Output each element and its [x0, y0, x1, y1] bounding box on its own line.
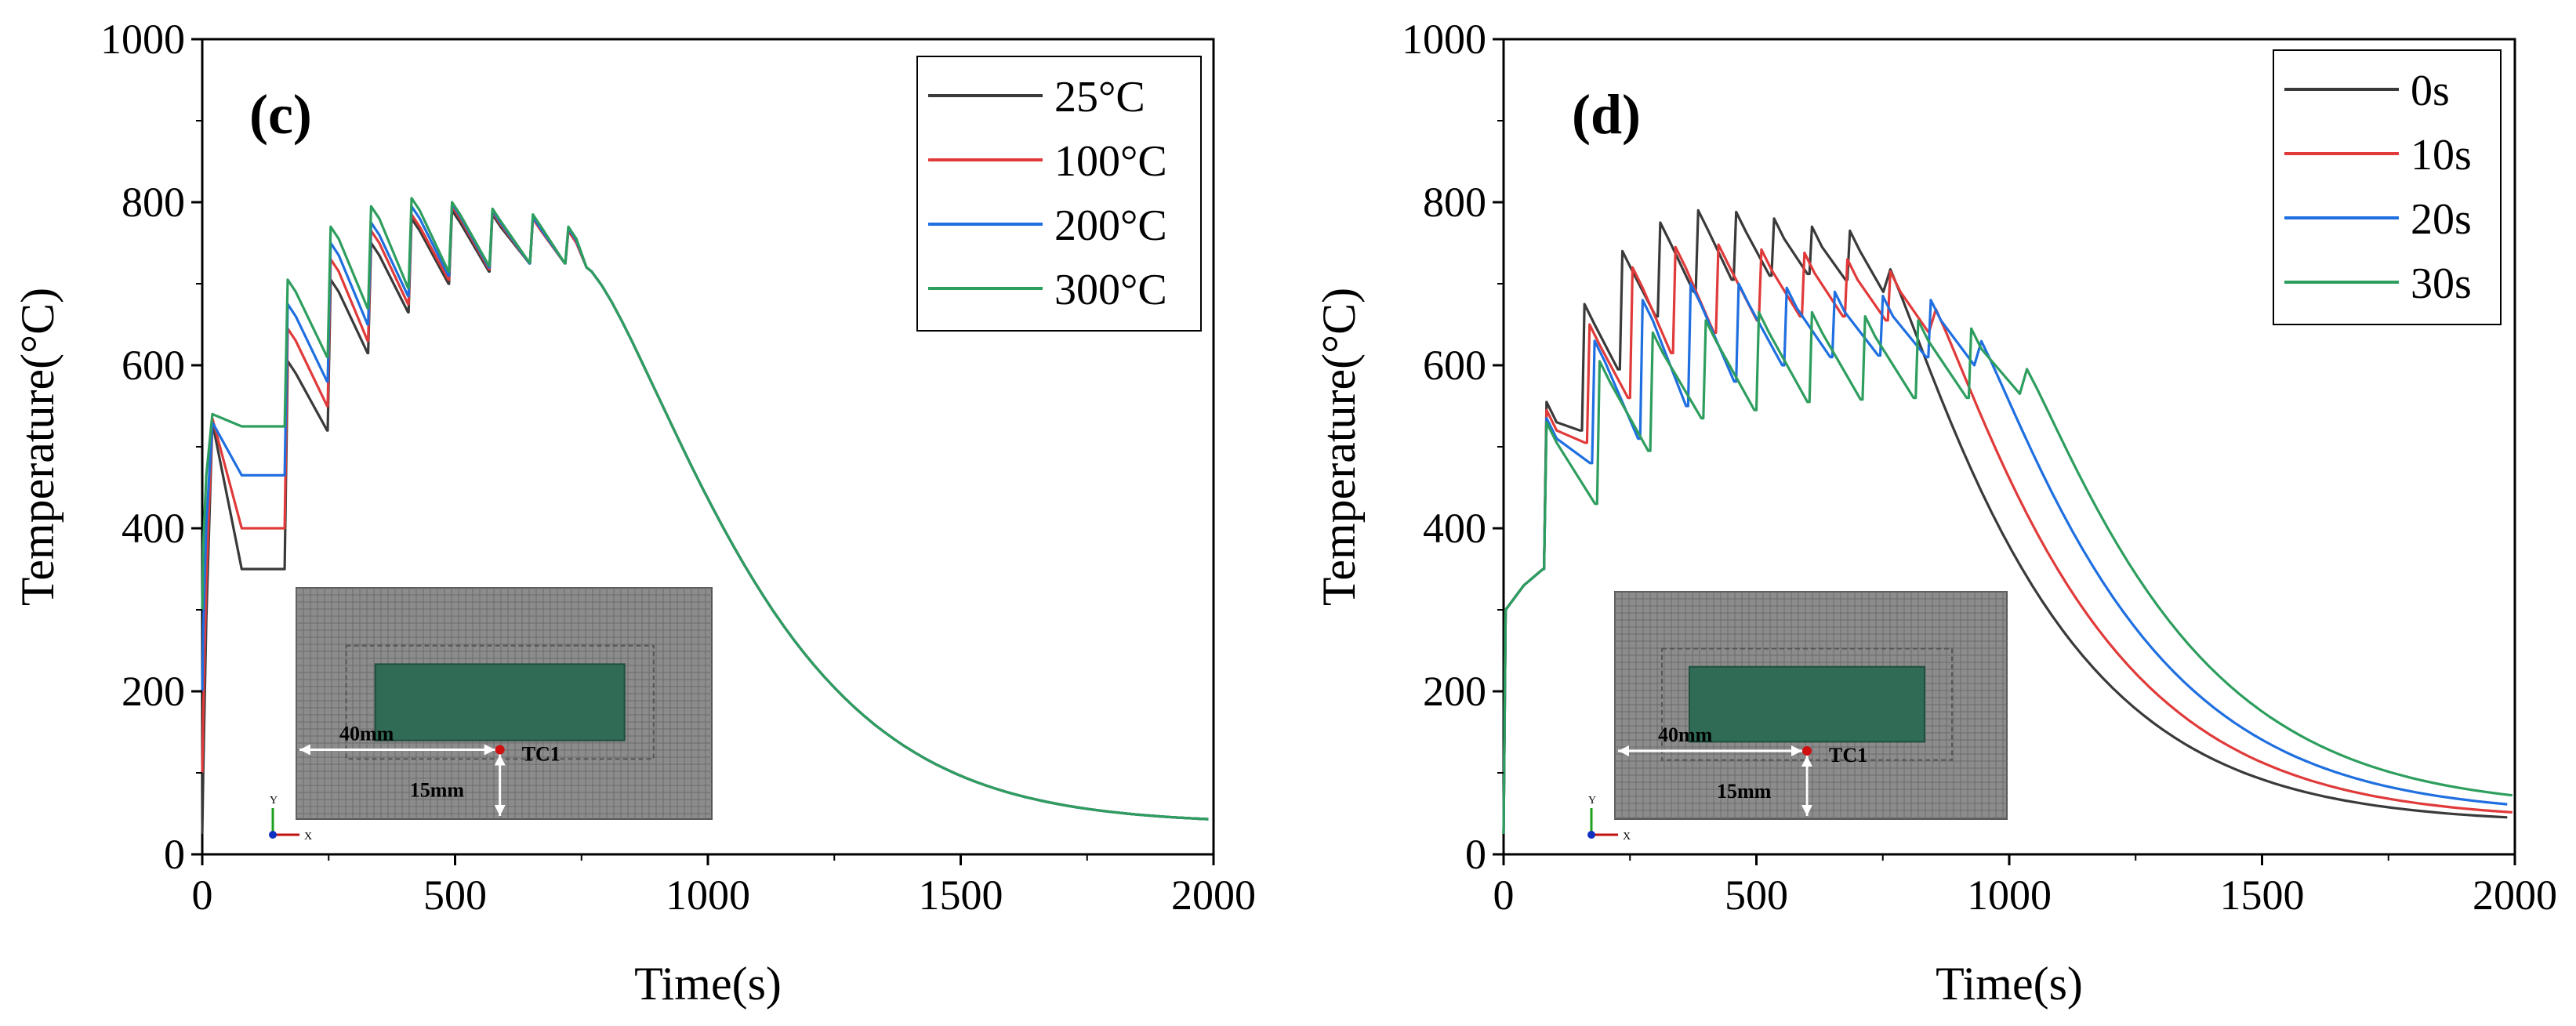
axis-origin-icon [1587, 831, 1595, 839]
series-line-1 [1502, 243, 2513, 835]
inset-dashed-outline [1661, 647, 1953, 761]
inset-label-15mm: 15mm [1717, 780, 1772, 803]
y-axis-title-c: Temperature(°C) [12, 288, 63, 606]
y-tick-label-1: 200 [122, 668, 185, 715]
x-axis-title-d: Time(s) [1936, 958, 2083, 1010]
inset-axis-y-label: Y [270, 795, 278, 807]
x-tick-label-4: 2000 [1171, 872, 1256, 919]
legend-box [916, 56, 1202, 332]
x-tick-label-2: 1000 [1967, 872, 2052, 919]
legend-label-0: 25°C [1054, 73, 1145, 121]
y-tick-label-4: 800 [1423, 179, 1486, 226]
legend-label-1: 100°C [1054, 137, 1167, 186]
y-tick-label-2: 400 [1423, 505, 1486, 552]
panel-label-c: (c) [249, 83, 312, 146]
inset-label-40mm: 40mm [339, 723, 394, 745]
arrow-head-icon [494, 754, 506, 766]
x-axis-title-c: Time(s) [634, 958, 782, 1010]
inset-mesh-background [1614, 591, 2008, 820]
y-tick-label-5: 1000 [1402, 16, 1486, 63]
inset-mesh-d: 40mm 15mm TC1 Y X [1587, 591, 2008, 843]
legend-c: 25°C 100°C 200°C 300°C [916, 56, 1202, 332]
series-lines-d [1502, 208, 2513, 835]
axis-ticks-c: 0 500 1000 1500 2000 0 200 400 600 800 1000 [100, 16, 1256, 919]
legend-label-3: 300°C [1054, 266, 1167, 314]
arrow-head-icon [1618, 745, 1629, 756]
inset-label-tc1: TC1 [522, 743, 561, 766]
inset-label-tc1: TC1 [1829, 744, 1867, 767]
y-tick-label-3: 600 [122, 342, 185, 389]
y-tick-label-5: 1000 [100, 16, 185, 63]
legend-d: 0s 10s 20s 30s [2273, 49, 2502, 325]
arrow-head-icon [484, 744, 495, 756]
tc1-marker [495, 745, 505, 755]
x-tick-label-1: 500 [1725, 872, 1788, 919]
series-line-3 [1502, 310, 2513, 835]
axis-ticks-d: 0 500 1000 1500 2000 0 200 400 600 800 1000 [1402, 16, 2557, 919]
inset-mesh-c: 40mm 15mm TC1 Y X [269, 587, 713, 843]
y-tick-label-2: 400 [122, 505, 185, 552]
arrow-head-icon [1791, 745, 1802, 756]
y-tick-label-0: 0 [164, 831, 185, 878]
x-tick-label-3: 1500 [919, 872, 1003, 919]
arrow-head-icon [299, 744, 310, 756]
arrow-head-icon [1801, 756, 1812, 767]
x-tick-label-3: 1500 [2220, 872, 2305, 919]
arrow-head-icon [494, 805, 506, 816]
chart-panel-d: 40mm 15mm TC1 Y X 0 500 1000 1500 2000 0 200 400 600… [1313, 16, 2557, 1010]
axis-origin-icon [269, 831, 277, 839]
inset-weld-region [374, 663, 626, 741]
chart-panel-c: 40mm 15mm TC1 Y X 0 500 1000 1500 2000 0 200 400 600… [12, 16, 1256, 1010]
inset-mesh-grid [296, 587, 712, 819]
legend-label-2: 200°C [1054, 201, 1167, 250]
inset-label-15mm: 15mm [410, 779, 465, 802]
inset-label-40mm: 40mm [1658, 723, 1713, 746]
x-tick-label-4: 2000 [2473, 872, 2557, 919]
x-tick-label-2: 1000 [666, 872, 750, 919]
inset-axis-x-label: X [304, 831, 312, 843]
series-line-3 [201, 197, 1209, 821]
y-tick-label-0: 0 [1465, 831, 1486, 878]
legend-label-0: 0s [2411, 67, 2450, 115]
y-tick-label-3: 600 [1423, 342, 1486, 389]
arrow-head-icon [1801, 805, 1812, 816]
series-line-2 [1502, 282, 2508, 835]
y-axis-title-d: Temperature(°C) [1313, 288, 1365, 606]
series-line-0 [1502, 208, 2508, 835]
tc1-marker [1802, 746, 1812, 756]
legend-box [2273, 49, 2502, 325]
legend-label-1: 10s [2411, 131, 2472, 179]
x-tick-label-0: 0 [192, 872, 213, 919]
inset-weld-region [1689, 665, 1925, 743]
x-tick-label-0: 0 [1493, 872, 1515, 919]
legend-label-2: 20s [2411, 195, 2472, 244]
panel-label-d: (d) [1572, 83, 1641, 146]
inset-axis-x-label: X [1623, 831, 1631, 843]
y-tick-label-4: 800 [122, 179, 185, 226]
x-tick-label-1: 500 [423, 872, 487, 919]
y-tick-label-1: 200 [1423, 668, 1486, 715]
legend-label-3: 30s [2411, 259, 2472, 308]
inset-axis-y-label: Y [1588, 795, 1596, 807]
series-lines-c [201, 197, 1209, 835]
